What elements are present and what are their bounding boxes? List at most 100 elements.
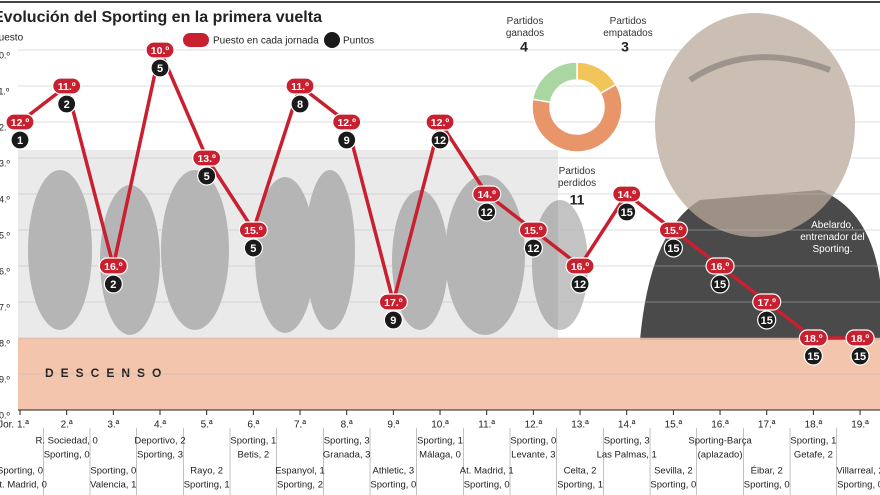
- position-label: 16.º: [571, 261, 590, 273]
- photo-caption: Abelardo, entrenador del Sporting.: [800, 220, 865, 255]
- points-label: 8: [297, 99, 303, 111]
- points-label: 12: [574, 279, 586, 291]
- match-result: Sporting, 3: [604, 436, 650, 447]
- position-marker: [52, 77, 82, 95]
- x-tick-label: 2.ª: [61, 420, 73, 431]
- points-label: 5: [250, 243, 256, 255]
- marker: 15 14.º: [612, 185, 642, 222]
- position-label: 16.º: [711, 261, 730, 273]
- position-marker: [238, 221, 268, 239]
- x-tick-label: 10.ª: [431, 420, 449, 431]
- x-tick-label: 18.ª: [805, 420, 823, 431]
- position-marker: [798, 329, 828, 347]
- x-tick-label: 14.ª: [618, 420, 636, 431]
- y-tick-label: 19.º: [0, 374, 11, 384]
- position-marker: [145, 41, 175, 59]
- donut-value: 3: [621, 39, 629, 55]
- x-tick-label: 13.ª: [571, 420, 589, 431]
- points-label: 15: [714, 279, 726, 291]
- points-label: 15: [621, 207, 633, 219]
- match-result: Sporting, 0: [837, 480, 880, 491]
- match-result: Sporting, 1: [417, 436, 463, 447]
- x-tick-label: 15.ª: [665, 420, 683, 431]
- points-label: 5: [204, 171, 210, 183]
- position-label: 13.º: [197, 153, 216, 165]
- match-result: At. Madrid, 1: [460, 466, 514, 477]
- position-marker: [378, 293, 408, 311]
- position-marker: [752, 293, 782, 311]
- x-tick-label: 16.ª: [711, 420, 729, 431]
- points-label: 15: [667, 243, 679, 255]
- y-tick-label: 20.º: [0, 410, 11, 420]
- points-label: 2: [110, 279, 116, 291]
- match-result: Sporting, 1: [230, 436, 276, 447]
- points-marker: [803, 346, 823, 366]
- points-marker: [197, 166, 217, 186]
- x-tick-label: 7.ª: [294, 420, 306, 431]
- donut-label: Partidos ganados: [505, 16, 545, 39]
- legend-swatch: [324, 32, 340, 48]
- position-marker: [658, 221, 688, 239]
- y-tick-label: 15.º: [0, 230, 11, 240]
- position-marker: [705, 257, 735, 275]
- portrait: [640, 13, 880, 340]
- y-tick-label: 16.º: [0, 266, 11, 276]
- match-result: Sporting, 1: [790, 436, 836, 447]
- position-marker: [192, 149, 222, 167]
- position-marker: [98, 257, 128, 275]
- match-result: Rayo, 2: [190, 466, 223, 477]
- x-tick-label: 4.ª: [154, 420, 166, 431]
- donut-value: 11: [570, 192, 585, 208]
- match-result: Athletic, 3: [373, 466, 415, 477]
- match-result: Sporting, 1: [184, 480, 230, 491]
- x-tick-label: 5.ª: [201, 420, 213, 431]
- points-marker: [617, 202, 637, 222]
- position-label: 18.º: [804, 333, 823, 345]
- points-label: 12: [481, 207, 493, 219]
- chart-title: Evolución del Sporting en la primera vue…: [0, 9, 322, 26]
- position-marker: [565, 257, 595, 275]
- points-label: 9: [344, 135, 350, 147]
- x-tick-label: 17.ª: [758, 420, 776, 431]
- points-label: 15: [807, 351, 819, 363]
- points-marker: [10, 130, 30, 150]
- marker: 5 10.º: [145, 41, 175, 78]
- position-label: 16.º: [104, 261, 123, 273]
- match-result: Sporting, 0: [650, 480, 696, 491]
- y-tick-label: 18.º: [0, 338, 11, 348]
- marker: 15 17.º: [752, 293, 782, 330]
- position-label: 18.º: [851, 333, 870, 345]
- match-result: Levante, 3: [511, 450, 555, 461]
- match-result: Las Palmas, 1: [597, 450, 657, 461]
- points-marker: [290, 94, 310, 114]
- marker: 2 11.º: [52, 77, 82, 114]
- match-result: Sporting, 0: [510, 436, 556, 447]
- position-marker: [472, 185, 502, 203]
- y-axis-title: Puesto: [0, 33, 24, 44]
- match-result: Sevilla, 2: [654, 466, 693, 477]
- y-tick-label: 11.º: [0, 86, 10, 96]
- x-tick-label: 3.ª: [107, 420, 119, 431]
- marker: 9 12.º: [332, 113, 362, 150]
- position-label: 15.º: [664, 225, 683, 237]
- points-marker: [663, 238, 683, 258]
- y-tick-label: 14.º: [0, 194, 11, 204]
- points-marker: [150, 58, 170, 78]
- position-marker: [425, 113, 455, 131]
- match-result: Éibar, 2: [751, 466, 783, 477]
- match-result: Sporting-Barça: [688, 436, 752, 447]
- marker: 12 15.º: [518, 221, 548, 258]
- photo-players: [28, 170, 588, 335]
- x-tick-label: 11.ª: [478, 420, 495, 431]
- points-marker: [103, 274, 123, 294]
- points-marker: [477, 202, 497, 222]
- points-marker: [710, 274, 730, 294]
- position-label: 11.º: [291, 81, 309, 93]
- points-marker: [57, 94, 77, 114]
- points-label: 1: [17, 135, 23, 147]
- marker: 5 13.º: [192, 149, 222, 186]
- points-marker: [570, 274, 590, 294]
- position-label: 17.º: [758, 297, 777, 309]
- marker: 1 12.º: [5, 113, 35, 150]
